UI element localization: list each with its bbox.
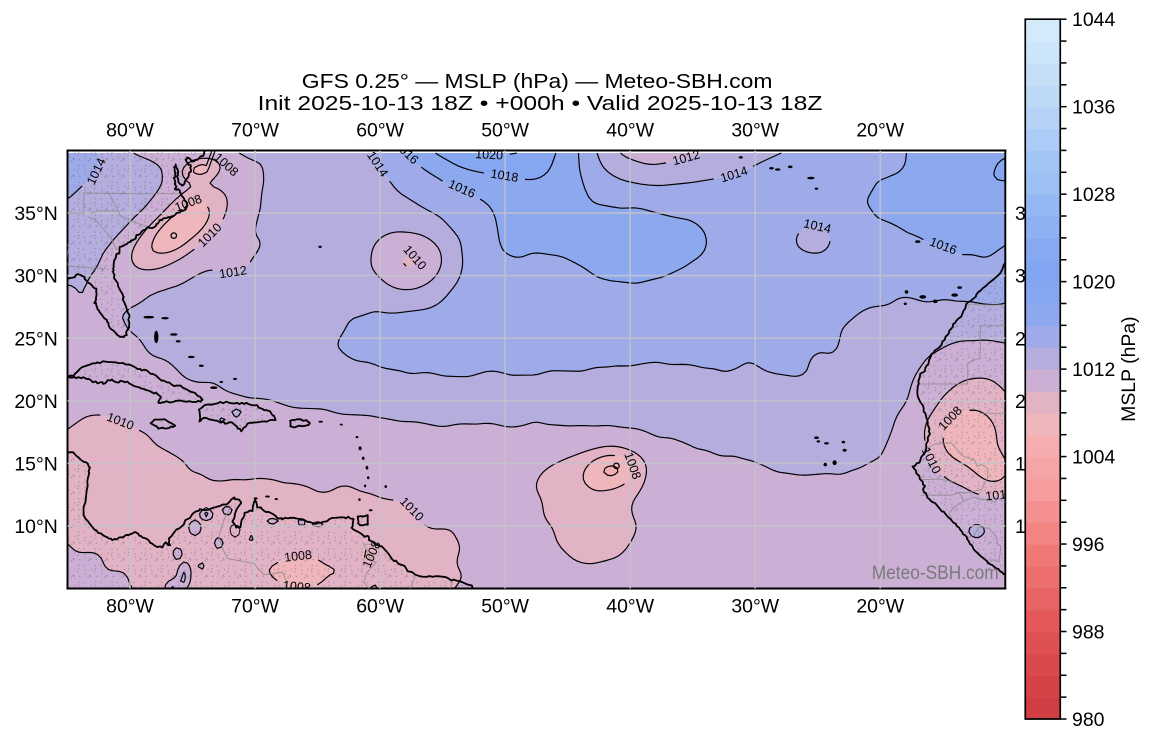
- svg-text:70°W: 70°W: [231, 120, 279, 142]
- svg-text:MSLP (hPa): MSLP (hPa): [1118, 316, 1140, 422]
- svg-text:1028: 1028: [1072, 184, 1115, 206]
- svg-text:1020: 1020: [475, 147, 504, 162]
- svg-text:1004: 1004: [1072, 447, 1115, 469]
- svg-text:60°W: 60°W: [356, 595, 404, 617]
- svg-text:Meteo-SBH.com: Meteo-SBH.com: [872, 562, 999, 584]
- svg-text:80°W: 80°W: [106, 595, 154, 617]
- svg-text:35°N: 35°N: [14, 203, 57, 225]
- svg-text:60°W: 60°W: [356, 120, 404, 142]
- svg-text:20°W: 20°W: [856, 595, 904, 617]
- svg-text:10°N: 10°N: [14, 516, 57, 538]
- svg-text:15°N: 15°N: [14, 453, 57, 475]
- svg-text:1008: 1008: [282, 578, 311, 595]
- svg-text:30°W: 30°W: [731, 120, 779, 142]
- svg-text:25°N: 25°N: [14, 328, 57, 350]
- svg-text:1012: 1012: [218, 263, 248, 281]
- svg-text:GFS 0.25° — MSLP (hPa) — Meteo: GFS 0.25° — MSLP (hPa) — Meteo-SBH.com: [302, 71, 773, 93]
- svg-text:80°W: 80°W: [106, 120, 154, 142]
- svg-text:20°W: 20°W: [856, 120, 904, 142]
- svg-text:1008: 1008: [283, 548, 312, 565]
- svg-text:1012: 1012: [1072, 359, 1115, 381]
- svg-text:1014: 1014: [802, 216, 832, 236]
- svg-text:988: 988: [1072, 622, 1104, 644]
- svg-text:996: 996: [1072, 534, 1104, 556]
- svg-text:40°W: 40°W: [606, 595, 654, 617]
- svg-text:50°W: 50°W: [481, 595, 529, 617]
- svg-text:1018: 1018: [490, 167, 520, 185]
- svg-text:40°W: 40°W: [606, 120, 654, 142]
- svg-text:1010: 1010: [985, 487, 1014, 504]
- svg-text:20°N: 20°N: [14, 391, 57, 413]
- svg-text:30°W: 30°W: [731, 595, 779, 617]
- svg-text:980: 980: [1072, 709, 1105, 731]
- svg-text:1020: 1020: [1072, 272, 1115, 294]
- svg-text:1044: 1044: [1072, 9, 1115, 31]
- svg-text:30°N: 30°N: [14, 266, 57, 288]
- svg-text:Init 2025-10-13 18Z • +000h •: Init 2025-10-13 18Z • +000h • Valid 2025…: [258, 93, 823, 115]
- svg-text:1036: 1036: [1072, 97, 1115, 119]
- svg-text:70°W: 70°W: [231, 595, 279, 617]
- svg-text:50°W: 50°W: [481, 120, 529, 142]
